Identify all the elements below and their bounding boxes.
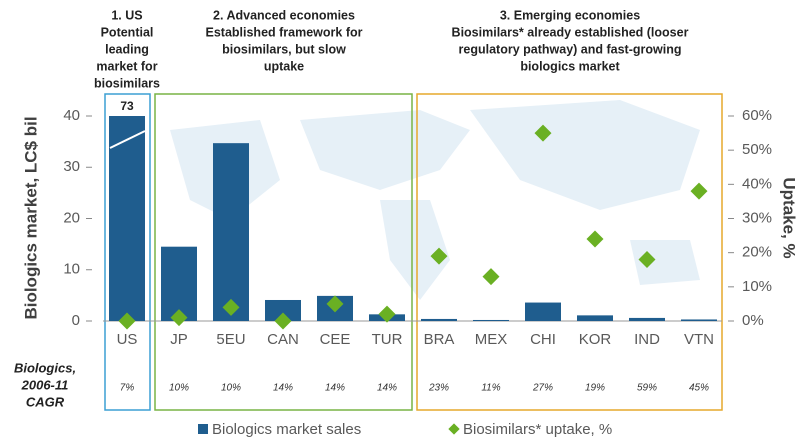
group-heading: biologics market <box>520 59 620 73</box>
y2-tick-label: 10% <box>742 278 772 295</box>
legend-label: Biologics market sales <box>212 421 361 438</box>
diamond <box>378 305 396 323</box>
bar <box>525 302 561 321</box>
x-tick-label: IND <box>634 331 660 348</box>
x-tick-label: CEE <box>320 331 351 348</box>
y2-tick-label: 30% <box>742 209 772 226</box>
diamond <box>482 268 500 286</box>
cagr-value: 10% <box>169 383 189 394</box>
group-box <box>104 93 151 411</box>
group-box <box>416 93 723 411</box>
y2-tick-label: 60% <box>742 107 772 124</box>
cagr-value: 14% <box>377 383 397 394</box>
group-heading: Biosimilars* already established (looser <box>452 25 689 39</box>
diamond <box>118 312 136 330</box>
cagr-value: 10% <box>221 383 241 394</box>
bar <box>265 299 301 321</box>
data-label: 73 <box>120 99 134 113</box>
cagr-value: 14% <box>273 383 293 394</box>
y2-axis-label: Uptake, % <box>780 177 799 258</box>
y-tick-label: 10 <box>63 261 80 278</box>
group-heading: uptake <box>264 59 304 73</box>
cagr-value: 14% <box>325 383 345 394</box>
group-heading: 1. US <box>111 8 142 22</box>
bar <box>109 116 145 321</box>
bar <box>421 318 457 321</box>
x-tick-label: MEX <box>475 331 508 348</box>
y2-tick-label: 40% <box>742 175 772 192</box>
cagr-value: 23% <box>428 383 449 394</box>
x-tick-label: CHI <box>530 331 556 348</box>
group-boxes <box>104 93 723 411</box>
x-tick-label: KOR <box>579 331 612 348</box>
x-tick-label: BRA <box>424 331 455 348</box>
cagr-label: Biologics, <box>14 360 76 375</box>
legend-swatch <box>448 423 460 435</box>
diamond <box>430 247 448 265</box>
diamond <box>326 295 344 313</box>
cagr-label: CAGR <box>26 394 65 409</box>
y-axis-label: Biologics market, LC$ bil <box>21 116 40 319</box>
y2-tick-label: 0% <box>742 312 764 329</box>
cagr-label: 2006-11 <box>21 377 69 392</box>
group-heading: leading <box>105 42 149 56</box>
bar <box>629 317 665 321</box>
bar <box>213 143 249 321</box>
legend-label: Biosimilars* uptake, % <box>463 421 612 438</box>
x-tick-label: US <box>117 331 138 348</box>
group-heading: Potential <box>101 25 154 39</box>
x-tick-label: JP <box>170 331 188 348</box>
x-tick-label: 5EU <box>216 331 245 348</box>
map-background <box>170 100 700 300</box>
cagr-value: 45% <box>689 383 709 394</box>
diamond <box>586 230 604 248</box>
bar <box>681 319 717 321</box>
diamond <box>222 298 240 316</box>
x-tick-label: VTN <box>684 331 714 348</box>
x-tick-label: TUR <box>372 331 403 348</box>
group-heading: 3. Emerging economies <box>500 8 640 22</box>
y2-tick-label: 20% <box>742 244 772 261</box>
group-heading: Established framework for <box>206 25 363 39</box>
group-heading: regulatory pathway) and fast-growing <box>459 42 682 56</box>
bar <box>473 319 509 321</box>
diamond <box>274 312 292 330</box>
legend-swatch <box>198 424 208 434</box>
y-tick-label: 0 <box>72 312 80 329</box>
diamond <box>638 251 656 268</box>
bar <box>577 315 613 321</box>
group-heading: 2. Advanced economies <box>213 8 355 22</box>
bar <box>161 246 197 321</box>
cagr-value: 19% <box>585 383 605 394</box>
group-heading: biosimilars <box>94 76 160 90</box>
y-tick-label: 40 <box>63 107 80 124</box>
y2-tick-label: 50% <box>742 141 772 158</box>
group-heading: biosimilars, but slow <box>222 42 346 56</box>
group-box <box>154 93 413 411</box>
cagr-value: 59% <box>637 383 657 394</box>
cagr-value: 11% <box>481 383 500 394</box>
y-tick-label: 20 <box>63 209 80 226</box>
cagr-value: 27% <box>532 383 553 394</box>
group-heading: market for <box>96 59 157 73</box>
y-tick-label: 30 <box>63 158 80 175</box>
diamond <box>690 182 708 200</box>
axis-break <box>109 130 146 149</box>
x-tick-label: CAN <box>267 331 299 348</box>
diamond <box>170 309 188 327</box>
cagr-value: 7% <box>120 383 135 394</box>
